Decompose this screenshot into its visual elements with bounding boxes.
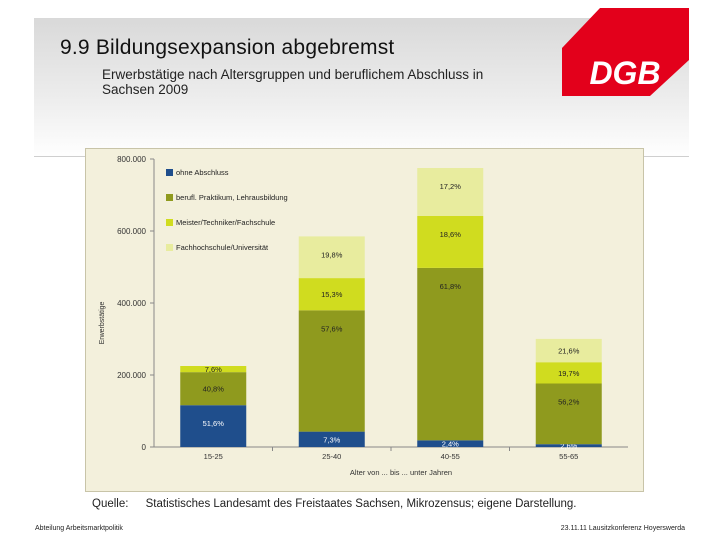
legend-label: Meister/Techniker/Fachschule [176,218,275,227]
legend-label: berufl. Praktikum, Lehrausbildung [176,193,288,202]
data-label: 7,6% [205,365,222,374]
slide-subtitle: Erwerbstätige nach Altersgruppen und ber… [102,67,484,97]
data-label: 17,2% [440,182,462,191]
data-label: 18,6% [440,230,462,239]
slide-title: 9.9 Bildungsexpansion abgebremst [60,36,395,59]
bar-segment [298,431,365,447]
bar-segment [417,168,484,216]
dgb-logo-shape [562,8,689,96]
bar-segment [535,338,602,363]
bar-segment [298,236,365,279]
bar-segment [298,310,365,432]
data-label: 51,6% [203,419,225,428]
bar-segment [535,362,602,384]
footer-right: 23.11.11 Lausitzkonferenz Hoyerswerda [560,525,685,532]
bar-segment [180,405,247,447]
y-tick-label: 400.000 [117,299,146,308]
bar-segment [298,278,365,311]
x-axis-label: Alter von ... bis ... unter Jahren [350,468,452,477]
bar-segment [417,215,484,268]
data-label: 61,8% [440,282,462,291]
data-label: 57,6% [321,324,343,333]
x-tick-label: 40-55 [441,452,460,461]
bar-segment [180,372,247,406]
chart-panel: 0 200.000 400.000 600.000 800.000 Erwerbstäti… [85,148,644,492]
data-label: 56,2% [558,397,580,406]
dgb-logo-text: DGB [589,55,660,91]
bar-segment [535,383,602,445]
legend-label: Fachhochschule/Universität [176,243,269,252]
x-tick-label: 25-40 [322,452,341,461]
data-label: 2,4% [442,440,459,449]
legend-swatch [166,244,173,251]
source-label: Quelle: [92,498,129,510]
x-tick-label: 15-25 [204,452,223,461]
data-label: 19,8% [321,250,343,259]
bar-segment [417,440,484,447]
data-label: 19,7% [558,369,580,378]
y-axis-label: Erwerbstätige [99,301,106,344]
legend-swatch [166,194,173,201]
dgb-logo: DGB [562,8,689,96]
source-note: Quelle: Statistisches Landesamt des Frei… [92,498,576,510]
x-tick-label: 55-65 [559,452,578,461]
data-label: 15,3% [321,290,343,299]
bar-segment [180,366,247,373]
footer-left: Abteilung Arbeitsmarktpolitik [35,525,123,532]
y-tick-label: 800.000 [117,155,146,164]
y-tick-label: 200.000 [117,371,146,380]
data-label: 7,3% [323,435,340,444]
stacked-bar-chart: 0 200.000 400.000 600.000 800.000 Erwerbstäti… [99,155,628,477]
data-label: 2,6% [560,442,577,451]
y-tick-label: 600.000 [117,227,146,236]
bar-segment [535,444,602,447]
data-label: 21,6% [558,347,580,356]
data-label: 40,8% [203,385,225,394]
source-text: Statistisches Landesamt des Freistaates … [145,498,577,510]
legend-swatch [166,219,173,226]
legend-label: ohne Abschluss [176,168,229,177]
y-tick-label: 0 [142,443,147,452]
bar-segment [417,267,484,441]
legend-swatch [166,169,173,176]
